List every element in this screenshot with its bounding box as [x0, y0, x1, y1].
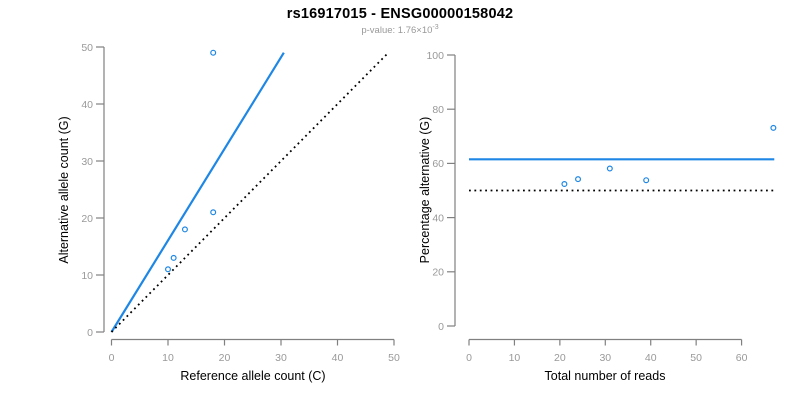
allele-counts-data-point: [210, 209, 217, 216]
allele-counts-y-tick-label: 20: [81, 213, 93, 225]
allele-counts-x-tick-label: 30: [275, 352, 287, 364]
allele-counts-x-tick-label: 10: [162, 352, 174, 364]
fit-line: [110, 52, 285, 333]
percentage-by-depth-x-tick-label: 20: [554, 352, 566, 364]
allele-counts-y-tick-label: 30: [81, 156, 93, 168]
identity-line: [110, 52, 389, 333]
percentage-by-depth-data-point: [606, 165, 613, 172]
percentage-by-depth-x-tick-label: 50: [690, 352, 702, 364]
allele-counts-data-point: [210, 49, 217, 56]
allele-counts-x-tick-label: 50: [388, 352, 400, 364]
figure-title: rs16917015 - ENSG00000158042: [286, 6, 514, 22]
percentage-by-depth-x-tick-label: 60: [736, 352, 748, 364]
percentage-by-depth-data-point: [770, 124, 777, 131]
percentage-by-depth-x-tick-label: 0: [466, 352, 472, 364]
allele-counts-y-axis-title: Alternative allele count (G): [57, 116, 71, 263]
allele-counts-x-tick-label: 40: [332, 352, 344, 364]
p-value-exponent: -3: [432, 24, 439, 31]
allele-counts-data-point: [165, 266, 172, 273]
p-value-text: p-value: 1.76×10: [361, 25, 433, 37]
percentage-by-depth-x-tick-label: 30: [599, 352, 611, 364]
allele-counts-data-point: [170, 254, 177, 261]
percentage-by-depth-x-tick-label: 40: [645, 352, 657, 364]
allele-counts-y-tick-label: 50: [81, 42, 93, 54]
percentage-by-depth-x-axis-title: Total number of reads: [545, 369, 666, 383]
percentage-by-depth-data-point: [575, 176, 582, 183]
percentage-by-depth-data-point: [561, 180, 568, 187]
allele-counts-x-tick-label: 20: [219, 352, 231, 364]
allele-counts-y-tick-label: 40: [81, 99, 93, 111]
percentage-by-depth-y-tick-label: 80: [432, 104, 444, 116]
percentage-by-depth-y-tick-label: 60: [432, 158, 444, 170]
percentage-by-depth-y-axis-title: Percentage alternative (G): [418, 117, 432, 264]
allele-counts-x-tick-label: 0: [109, 352, 115, 364]
percentage-by-depth-y-tick-label: 40: [432, 212, 444, 224]
percentage-by-depth-y-tick-label: 100: [426, 50, 444, 62]
allele-counts-y-tick-label: 10: [81, 270, 93, 282]
allele-counts-x-axis-title: Reference allele count (C): [180, 369, 325, 383]
allele-counts-data-point: [181, 226, 188, 233]
percentage-by-depth-data-point: [643, 177, 650, 184]
figure-subtitle: p-value: 1.76×10-3: [0, 24, 800, 36]
percentage-by-depth-x-tick-label: 10: [509, 352, 521, 364]
percentage-by-depth-y-tick-label: 20: [432, 267, 444, 279]
percentage-by-depth-y-tick-label: 0: [438, 321, 444, 333]
allele-counts-y-tick-label: 0: [87, 327, 93, 339]
